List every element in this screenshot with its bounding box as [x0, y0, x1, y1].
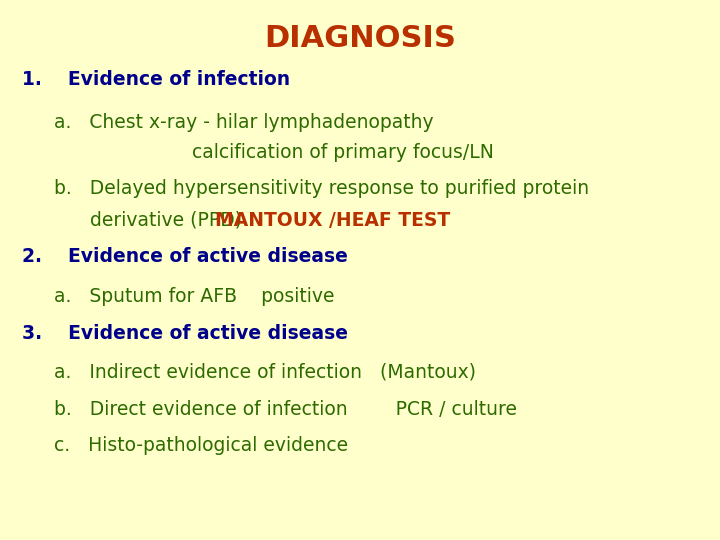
Text: c.   Histo-pathological evidence: c. Histo-pathological evidence	[54, 436, 348, 455]
Text: 2.    Evidence of active disease: 2. Evidence of active disease	[22, 247, 348, 266]
Text: derivative (PPD): derivative (PPD)	[54, 211, 266, 229]
Text: calcification of primary focus/LN: calcification of primary focus/LN	[54, 143, 494, 162]
Text: a.   Indirect evidence of infection   (Mantoux): a. Indirect evidence of infection (Manto…	[54, 363, 476, 382]
Text: DIAGNOSIS: DIAGNOSIS	[264, 24, 456, 53]
Text: b.   Direct evidence of infection        PCR / culture: b. Direct evidence of infection PCR / cu…	[54, 400, 517, 419]
Text: MANTOUX /HEAF TEST: MANTOUX /HEAF TEST	[215, 211, 450, 229]
Text: 1.    Evidence of infection: 1. Evidence of infection	[22, 70, 289, 89]
Text: b.   Delayed hypersensitivity response to purified protein: b. Delayed hypersensitivity response to …	[54, 179, 589, 198]
Text: a.   Chest x-ray - hilar lymphadenopathy: a. Chest x-ray - hilar lymphadenopathy	[54, 113, 433, 132]
Text: 3.    Evidence of active disease: 3. Evidence of active disease	[22, 324, 348, 343]
Text: a.   Sputum for AFB    positive: a. Sputum for AFB positive	[54, 287, 335, 306]
